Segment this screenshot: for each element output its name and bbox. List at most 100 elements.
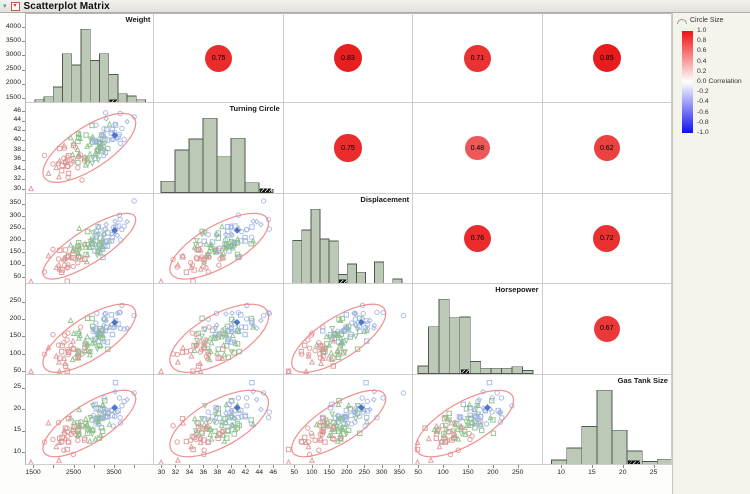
histogram-bar[interactable] xyxy=(301,229,312,284)
data-point-marker[interactable] xyxy=(175,261,182,268)
data-point-marker[interactable] xyxy=(481,407,488,414)
data-point-marker[interactable] xyxy=(194,338,201,345)
data-point-marker[interactable] xyxy=(362,325,368,331)
data-point-marker[interactable] xyxy=(431,425,438,432)
data-point-marker[interactable] xyxy=(229,238,236,245)
data-point-marker[interactable] xyxy=(124,218,131,225)
histogram-bar[interactable] xyxy=(656,458,672,464)
data-point-marker[interactable] xyxy=(114,310,121,317)
data-point-marker[interactable] xyxy=(92,156,99,162)
scatter-panel-gas-tank-size-vs-turning-circle[interactable] xyxy=(154,374,284,465)
data-point-marker[interactable] xyxy=(489,397,495,403)
data-point-marker[interactable] xyxy=(317,355,323,361)
data-point-marker[interactable] xyxy=(56,438,63,445)
scatter-panel-horsepower-vs-turning-circle[interactable] xyxy=(154,284,284,375)
scatter-panel-gas-tank-size-vs-weight[interactable] xyxy=(25,374,155,465)
data-point-marker[interactable] xyxy=(220,249,227,256)
data-point-marker[interactable] xyxy=(87,136,94,143)
data-point-marker[interactable] xyxy=(250,322,257,329)
data-point-marker[interactable] xyxy=(228,407,235,414)
data-point-marker[interactable] xyxy=(322,419,329,426)
data-point-marker[interactable] xyxy=(76,154,82,160)
data-point-marker[interactable] xyxy=(220,346,226,353)
data-point-marker[interactable] xyxy=(180,252,187,259)
data-point-marker[interactable] xyxy=(316,422,323,429)
data-point-marker[interactable] xyxy=(92,326,99,332)
data-point-marker[interactable] xyxy=(105,146,111,152)
data-point-marker[interactable] xyxy=(446,410,453,416)
data-point-marker[interactable] xyxy=(348,420,355,427)
data-point-marker[interactable] xyxy=(266,408,273,415)
data-point-marker[interactable] xyxy=(422,425,428,431)
data-point-marker[interactable] xyxy=(197,255,204,262)
data-point-marker[interactable] xyxy=(364,321,370,327)
data-point-marker[interactable] xyxy=(370,325,377,332)
data-point-marker[interactable] xyxy=(53,263,60,270)
data-point-marker[interactable] xyxy=(55,173,62,180)
data-point-marker[interactable] xyxy=(65,330,71,336)
data-point-marker[interactable] xyxy=(205,231,212,238)
data-point-marker[interactable] xyxy=(214,310,220,317)
data-point-marker[interactable] xyxy=(230,332,237,339)
data-point-marker[interactable] xyxy=(467,404,473,411)
data-point-marker[interactable] xyxy=(229,310,236,317)
data-point-marker[interactable] xyxy=(234,235,241,242)
data-point-marker[interactable] xyxy=(119,402,125,409)
histogram-bar[interactable] xyxy=(216,156,232,193)
data-point-marker[interactable] xyxy=(61,447,67,453)
data-point-marker[interactable] xyxy=(320,354,326,360)
data-point-marker[interactable] xyxy=(304,337,311,343)
data-point-marker[interactable] xyxy=(92,238,99,244)
data-point-marker[interactable] xyxy=(352,321,359,328)
data-point-marker[interactable] xyxy=(59,267,65,273)
scatter-panel-turning-circle-vs-weight[interactable] xyxy=(25,103,155,194)
histogram-bar[interactable] xyxy=(355,271,366,284)
data-point-marker[interactable] xyxy=(131,313,137,319)
histogram-bar[interactable] xyxy=(581,425,597,464)
data-point-marker[interactable] xyxy=(188,442,195,449)
histogram-bar[interactable] xyxy=(71,64,82,104)
data-point-marker[interactable] xyxy=(317,419,323,425)
data-point-marker[interactable] xyxy=(201,263,207,270)
data-point-marker[interactable] xyxy=(210,327,216,334)
data-point-marker[interactable] xyxy=(75,151,82,158)
data-point-marker[interactable] xyxy=(217,415,223,421)
data-point-marker[interactable] xyxy=(345,401,352,408)
data-point-marker[interactable] xyxy=(76,135,83,142)
data-point-marker[interactable] xyxy=(329,435,336,441)
data-point-marker[interactable] xyxy=(244,394,250,401)
data-point-marker[interactable] xyxy=(335,354,342,361)
data-point-marker[interactable] xyxy=(334,351,341,358)
data-point-marker[interactable] xyxy=(64,446,70,452)
data-point-marker[interactable] xyxy=(45,170,52,177)
data-point-marker[interactable] xyxy=(207,334,214,341)
histogram-bar[interactable] xyxy=(550,459,567,464)
data-point-marker[interactable] xyxy=(249,379,255,385)
data-point-marker[interactable] xyxy=(101,126,107,132)
data-point-marker[interactable] xyxy=(303,368,309,374)
data-point-marker[interactable] xyxy=(456,413,463,420)
data-point-marker[interactable] xyxy=(208,435,215,442)
data-point-marker[interactable] xyxy=(98,424,105,431)
data-point-marker[interactable] xyxy=(469,418,476,425)
scatter-panel-horsepower-vs-displacement[interactable] xyxy=(283,284,414,375)
data-point-marker[interactable] xyxy=(305,352,312,358)
data-point-marker[interactable] xyxy=(215,235,222,241)
data-point-marker[interactable] xyxy=(249,420,255,427)
data-point-marker[interactable] xyxy=(170,422,177,429)
data-point-marker[interactable] xyxy=(426,434,433,441)
data-point-marker[interactable] xyxy=(234,319,241,326)
data-point-marker[interactable] xyxy=(229,414,236,421)
data-point-marker[interactable] xyxy=(190,278,197,284)
histogram-bar[interactable] xyxy=(188,139,204,193)
data-point-marker[interactable] xyxy=(69,151,76,158)
data-point-marker[interactable] xyxy=(466,421,473,428)
data-point-marker[interactable] xyxy=(114,136,121,143)
data-point-marker[interactable] xyxy=(28,368,34,374)
data-point-marker[interactable] xyxy=(328,356,335,363)
data-point-marker[interactable] xyxy=(116,394,123,401)
data-point-marker[interactable] xyxy=(198,349,204,355)
data-point-marker[interactable] xyxy=(258,317,265,324)
data-point-marker[interactable] xyxy=(339,316,345,322)
data-point-marker[interactable] xyxy=(342,326,349,332)
